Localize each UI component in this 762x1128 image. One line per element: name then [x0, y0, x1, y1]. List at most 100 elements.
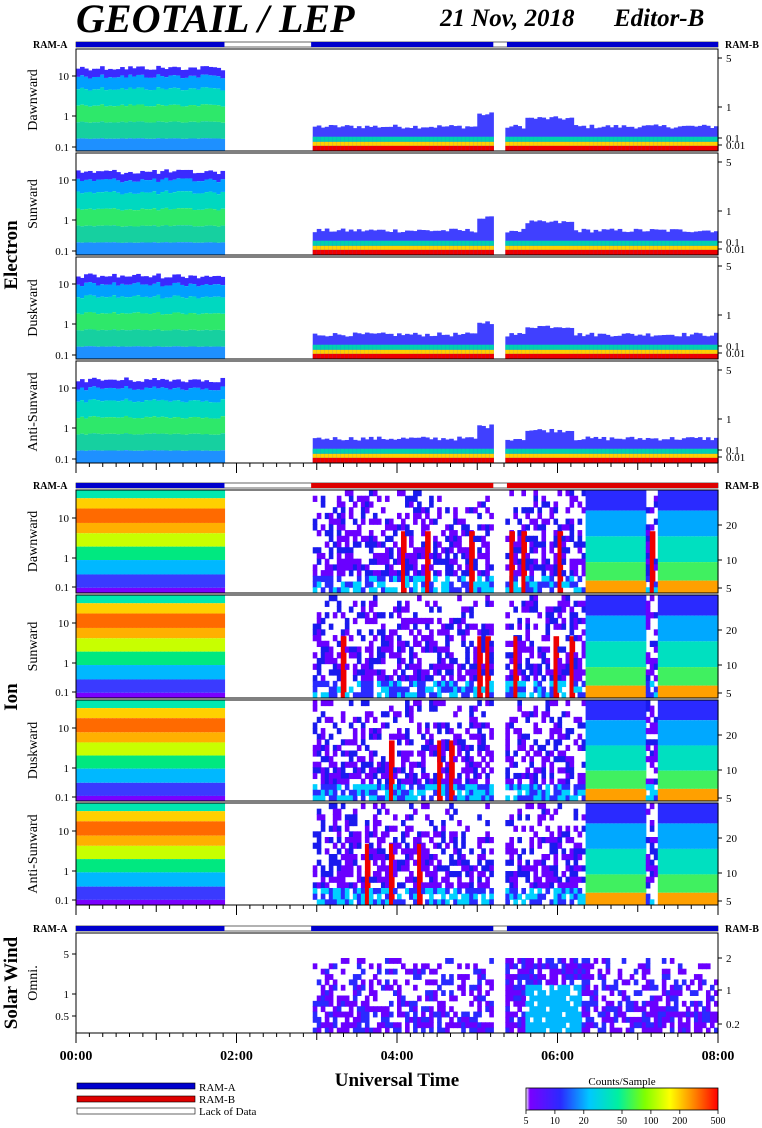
left-tick-label: 5 [64, 949, 70, 961]
x-tick-label: 06:00 [541, 1049, 574, 1064]
left-tick-label: 10 [58, 71, 70, 83]
left-tick-label: 0.1 [55, 687, 69, 699]
left-tick-label: 1 [64, 658, 70, 670]
spectrogram-panel-ion-4 [72, 802, 722, 906]
mode-bar-segment [506, 926, 718, 931]
colorbar-tick-label: 20 [579, 1116, 589, 1127]
spectrogram-panel-ion-1 [72, 489, 722, 594]
colorbar-tick-label: 200 [672, 1116, 687, 1127]
right-tick-label: 1 [726, 310, 732, 322]
right-tick-label: 0.01 [726, 452, 745, 464]
left-tick-label: 1 [64, 319, 70, 331]
panel-label: Sunward [26, 179, 41, 229]
right-tick-label: 5 [726, 583, 732, 595]
right-tick-label: 20 [726, 625, 738, 637]
right-tick-label: 10 [726, 868, 738, 880]
x-tick-label: 00:00 [60, 1049, 93, 1064]
bar-label-left: RAM-A [33, 40, 68, 51]
panel-label: Dawnward [26, 69, 41, 130]
left-tick-label: 0.1 [55, 895, 69, 907]
right-tick-label: 0.01 [726, 348, 745, 360]
right-tick-label: 5 [726, 365, 732, 377]
mode-bar-segment [311, 926, 494, 931]
colorbar [525, 1087, 719, 1111]
right-tick-label: 2 [726, 953, 732, 965]
panel-label: Omni. [26, 965, 41, 1000]
left-tick-label: 0.1 [55, 142, 69, 154]
x-tick-label: 02:00 [220, 1049, 253, 1064]
instrument-title: GEOTAIL / LEP [76, 0, 355, 41]
mode-bar-electron [75, 41, 719, 48]
right-tick-label: 1 [726, 414, 732, 426]
legend-swatch-lack [76, 1107, 196, 1115]
left-tick-label: 1 [64, 215, 70, 227]
panel-label: Anti-Sunward [26, 372, 41, 451]
right-tick-label: 5 [726, 53, 732, 65]
bar-label-left: RAM-A [33, 924, 68, 935]
legend-label-lack: Lack of Data [199, 1106, 257, 1118]
legend-swatch-ram-b [76, 1095, 196, 1103]
right-tick-label: 1 [726, 206, 732, 218]
mode-bar-solar_wind [75, 925, 719, 932]
panel-label: Duskward [26, 722, 41, 780]
spectrogram-panel-ion-3 [72, 699, 722, 802]
right-tick-label: 1 [726, 102, 732, 114]
mode-bar-segment [506, 42, 718, 47]
right-tick-label: 5 [726, 793, 732, 805]
spectrogram-panel-solar_wind-1 [72, 932, 722, 1034]
colorbar-tick-label: 10 [550, 1116, 560, 1127]
left-tick-label: 0.1 [55, 246, 69, 258]
right-tick-label: 20 [726, 730, 738, 742]
mode-bar-segment [311, 483, 494, 488]
colorbar-tick-label: 5 [524, 1116, 529, 1127]
group-label-solar_wind: Solar Wind [1, 936, 22, 1029]
left-tick-label: 1 [64, 111, 70, 123]
date-title: 21 Nov, 2018 [439, 5, 575, 32]
bar-label-right: RAM-B [725, 924, 759, 935]
right-tick-label: 1 [726, 985, 732, 997]
legend-label-ram-b: RAM-B [199, 1094, 235, 1106]
left-tick-label: 1 [64, 866, 70, 878]
x-axis-label: Universal Time [335, 1070, 459, 1091]
colorbar-tick-label: 100 [643, 1116, 658, 1127]
bar-label-right: RAM-B [725, 40, 759, 51]
spectrogram-panel-electron-3 [72, 256, 722, 360]
x-tick-label: 04:00 [381, 1049, 414, 1064]
left-tick-label: 1 [64, 423, 70, 435]
mode-bar-segment [76, 926, 225, 931]
legend-label-ram-a: RAM-A [199, 1082, 236, 1094]
right-tick-label: 5 [726, 157, 732, 169]
panel-label: Duskward [26, 279, 41, 337]
left-tick-label: 0.1 [55, 792, 69, 804]
left-tick-label: 10 [58, 513, 70, 525]
colorbar-title: Counts/Sample [588, 1076, 655, 1088]
left-tick-label: 0.5 [55, 1011, 69, 1023]
right-tick-label: 5 [726, 688, 732, 700]
spectrogram-panel-electron-2 [72, 152, 722, 256]
colorbar-tick-label: 500 [711, 1116, 726, 1127]
left-tick-label: 10 [58, 618, 70, 630]
panel-label: Dawnward [26, 511, 41, 572]
right-tick-label: 10 [726, 555, 738, 567]
spectrogram-panel-electron-1 [72, 48, 722, 152]
right-tick-label: 0.01 [726, 140, 745, 152]
panel-label: Sunward [26, 622, 41, 672]
mode-bar-ion [75, 482, 719, 489]
left-tick-label: 10 [58, 723, 70, 735]
right-tick-label: 0.01 [726, 244, 745, 256]
left-tick-label: 10 [58, 279, 70, 291]
spectrogram-panel-ion-2 [72, 594, 722, 699]
left-tick-label: 10 [58, 826, 70, 838]
left-tick-label: 10 [58, 383, 70, 395]
x-tick-label: 08:00 [702, 1049, 735, 1064]
right-tick-label: 5 [726, 896, 732, 908]
mode-bar-segment [506, 483, 718, 488]
left-tick-label: 0.1 [55, 454, 69, 466]
group-label-ion: Ion [1, 683, 22, 711]
right-tick-label: 0.1 [726, 133, 740, 145]
panel-label: Anti-Sunward [26, 814, 41, 893]
colorbar-tick-label: 50 [617, 1116, 627, 1127]
right-tick-label: 10 [726, 765, 738, 777]
right-tick-label: 10 [726, 660, 738, 672]
